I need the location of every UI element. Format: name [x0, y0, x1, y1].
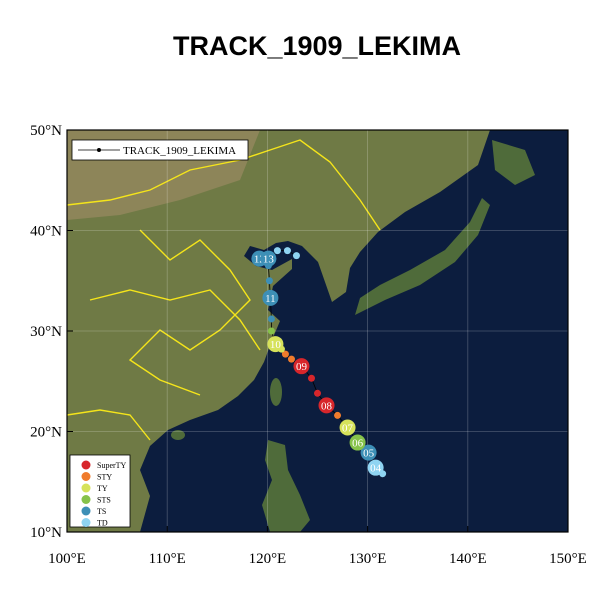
hokkaido	[492, 140, 535, 185]
legend-label: TRACK_1909_LEKIMA	[123, 145, 236, 157]
x-tick-label: 110°E	[149, 551, 186, 567]
track-point	[283, 247, 291, 255]
mainland	[67, 130, 490, 532]
legend-entry: TS	[97, 507, 106, 516]
y-tick-label: 50°N	[30, 123, 62, 139]
legend-entry: TD	[97, 519, 108, 528]
point-label: 11	[265, 293, 276, 305]
point-label: 08	[321, 400, 333, 412]
track-point	[267, 336, 284, 353]
legend-box	[71, 139, 249, 161]
track-point	[260, 250, 277, 267]
track-legend: TRACK_1909_LEKIMA	[71, 139, 249, 161]
point-label: 04	[370, 463, 382, 475]
point-label: 13	[263, 254, 275, 266]
legend-entry: SuperTY	[97, 461, 127, 470]
x-tick-label: 130°E	[349, 551, 387, 567]
point-label: 12	[254, 254, 265, 266]
y-tick-label: 10°N	[30, 525, 62, 541]
legend-entry: STY	[97, 473, 112, 482]
track-point	[293, 358, 310, 375]
legend-entry: TY	[97, 484, 108, 493]
track-point	[267, 327, 275, 335]
track-point	[287, 355, 295, 363]
track-point	[339, 419, 356, 436]
track-point	[267, 315, 275, 323]
track-point	[367, 459, 384, 476]
x-tick-label: 100°E	[48, 551, 86, 567]
taiwan	[270, 378, 282, 406]
point-label: 10	[270, 339, 282, 351]
point-label: 06	[352, 438, 364, 450]
hainan	[171, 430, 185, 440]
track-point	[265, 277, 273, 285]
track-point	[349, 434, 366, 451]
legend-swatch	[81, 460, 91, 470]
legend-swatch	[81, 472, 91, 481]
track-point	[334, 411, 342, 419]
track-point	[262, 289, 279, 306]
legend-swatch	[81, 506, 91, 516]
x-tick-label: 150°E	[549, 551, 587, 567]
point-label: 07	[342, 422, 354, 434]
point-label: 09	[296, 361, 308, 373]
track-point	[307, 374, 315, 382]
legend-box	[69, 454, 131, 528]
legend-swatch	[81, 495, 91, 504]
x-tick-label: 140°E	[449, 551, 487, 567]
legend-dot	[97, 148, 101, 152]
philippines	[262, 440, 310, 532]
legend-swatch	[81, 483, 91, 493]
title: TRACK_1909_LEKIMA	[173, 31, 461, 61]
track-point	[318, 397, 335, 414]
track-point	[314, 389, 321, 397]
track-point	[273, 247, 281, 255]
x-tick-label: 120°E	[249, 551, 287, 567]
legend-swatch	[81, 518, 91, 527]
track-point	[292, 252, 300, 260]
track-point	[281, 350, 289, 358]
japan	[355, 198, 490, 315]
borders	[67, 139, 381, 441]
point-label: 05	[363, 448, 375, 460]
category-legend: SuperTY STY TY STS TS TD	[69, 454, 131, 528]
y-tick-label: 40°N	[30, 224, 62, 240]
legend-entry: STS	[97, 496, 111, 505]
basemap	[67, 130, 568, 532]
y-tick-label: 30°N	[30, 324, 62, 340]
track-point	[360, 444, 377, 461]
y-tick-label: 20°N	[30, 425, 62, 441]
